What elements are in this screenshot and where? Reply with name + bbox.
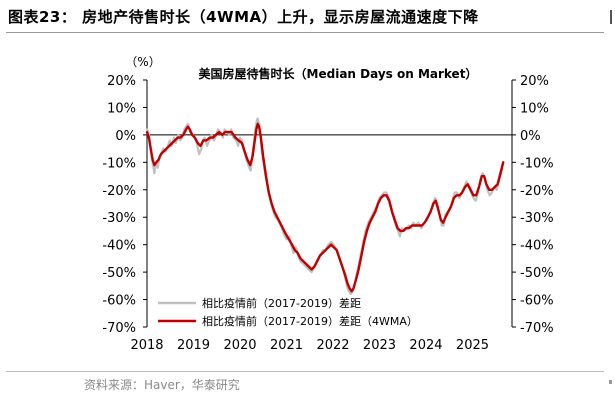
- x-tick-label: 2025: [456, 338, 489, 353]
- source-note: 资料来源：Haver，华泰研究: [84, 378, 240, 392]
- edge-fragment-bottom: [609, 380, 612, 384]
- y-tick-label-left: 0%: [115, 129, 136, 144]
- y-tick-label-right: 20%: [520, 74, 549, 89]
- y-tick-label-right: 0%: [520, 129, 541, 144]
- y-tick-label-right: -50%: [520, 266, 554, 281]
- y-tick-label-left: -70%: [102, 321, 136, 336]
- footer-divider: [6, 371, 604, 372]
- y-tick-label-left: -20%: [102, 184, 136, 199]
- y-tick-label-left: -40%: [102, 239, 136, 254]
- series-line-4wma: [145, 122, 505, 293]
- axes: 20% 20% 10% 10% 0% 0% -10% -10% -20% -20% -30% -30%…: [102, 74, 553, 353]
- y-tick-label-right: -60%: [520, 294, 554, 309]
- edge-fragment: [610, 10, 612, 24]
- x-tick-label: 2023: [363, 338, 396, 353]
- y-tick-label-right: -70%: [520, 321, 554, 336]
- chart-title: 美国房屋待售时长（Median Days on Market）: [199, 66, 478, 81]
- y-tick-label-left: -60%: [102, 294, 136, 309]
- figure-title: 图表23： 房地产待售时长（4WMA）上升，显示房屋流通速度下降: [8, 8, 479, 26]
- y-tick-label-left: -10%: [102, 156, 136, 171]
- legend-label-4wma: 相比疫情前（2017-2019）差距（4WMA）: [202, 314, 418, 328]
- y-tick-label-left: -30%: [102, 211, 136, 226]
- x-tick-label: 2024: [409, 338, 442, 353]
- title-divider: [6, 32, 604, 33]
- x-tick-label: 2019: [177, 338, 210, 353]
- y-tick-label-right: -20%: [520, 184, 554, 199]
- x-tick-label: 2022: [316, 338, 349, 353]
- y-tick-label-left: 20%: [107, 74, 136, 89]
- y-tick-label-right: 10%: [520, 101, 549, 116]
- y-tick-label-right: -30%: [520, 211, 554, 226]
- y-tick-label-right: -40%: [520, 239, 554, 254]
- y-tick-label-left: -50%: [102, 266, 136, 281]
- x-tick-label: 2018: [130, 338, 163, 353]
- x-tick-label: 2021: [270, 338, 303, 353]
- unit-label: （%）: [125, 55, 160, 69]
- y-tick-label-right: -10%: [520, 156, 554, 171]
- series-layer: [145, 117, 505, 296]
- y-tick-label-left: 10%: [107, 101, 136, 116]
- x-tick-label: 2020: [223, 338, 256, 353]
- line-chart: 美国房屋待售时长（Median Days on Market） （%） 20% 2…: [102, 55, 553, 353]
- legend-label-raw: 相比疫情前（2017-2019）差距: [202, 296, 361, 310]
- legend: 相比疫情前（2017-2019）差距 相比疫情前（2017-2019）差距（4W…: [158, 296, 418, 328]
